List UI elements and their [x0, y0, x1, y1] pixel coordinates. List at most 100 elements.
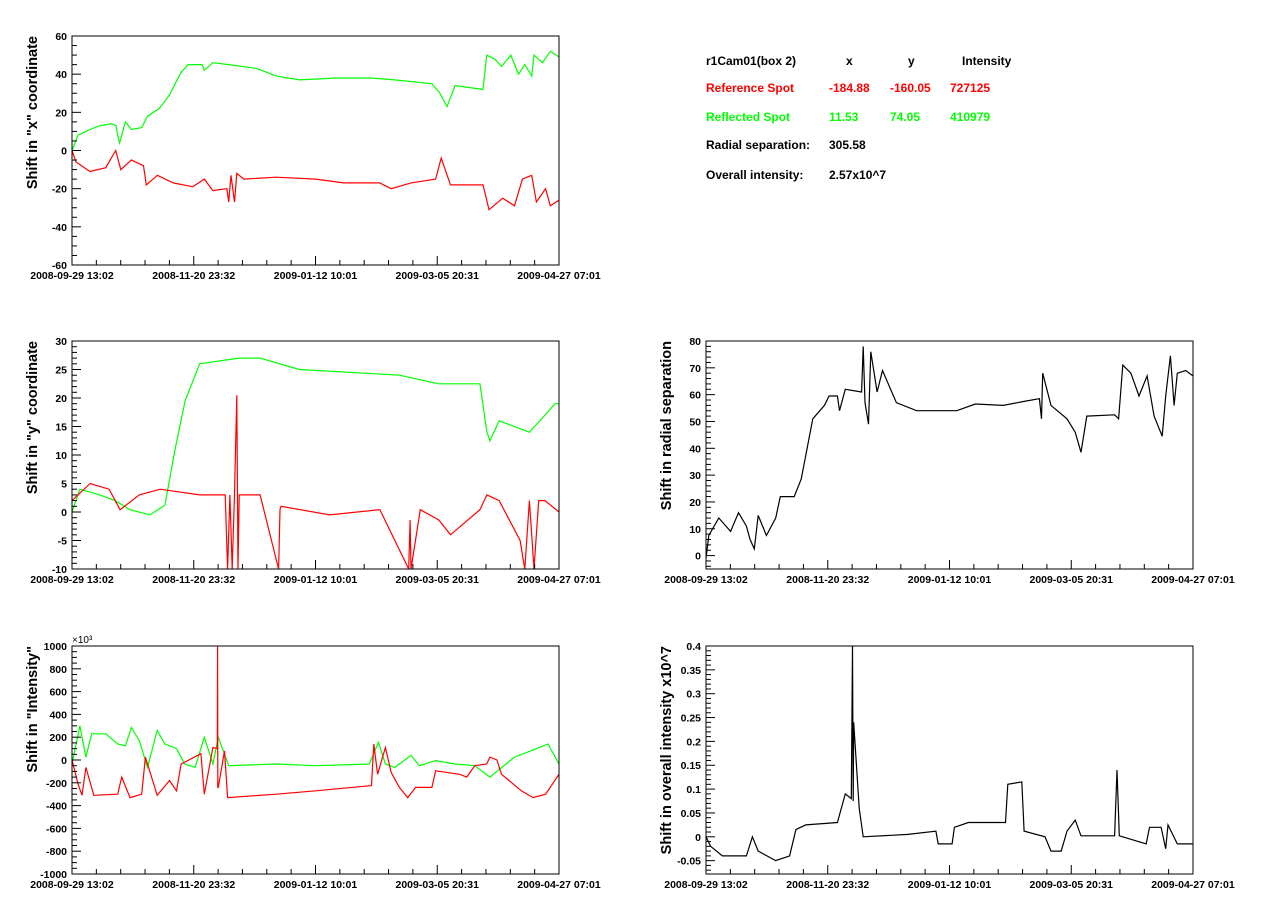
y-axis-title: Shift in overall intensity x10^7: [659, 646, 675, 854]
y-tick-label: 80: [689, 336, 701, 348]
y-tick-label: 30: [55, 336, 67, 348]
y-tick-label: -60: [52, 260, 67, 272]
x-tick-label: 2009-01-12 10:01: [908, 879, 992, 891]
y-tick-label: 10: [689, 524, 701, 536]
y-tick-label: 25: [55, 365, 67, 377]
x-tick-label: 2009-01-12 10:01: [274, 879, 358, 891]
y-tick-label: 200: [49, 732, 67, 744]
y-tick-label: -40: [52, 222, 67, 234]
y-tick-label: -600: [46, 823, 67, 835]
x-tick-label: 2008-11-20 23:32: [786, 574, 869, 586]
y-tick-label: 30: [689, 470, 701, 482]
series-line-overall-intensity: [705, 645, 1193, 862]
y-tick-label: 20: [689, 497, 701, 509]
y-tick-label: -10: [52, 564, 67, 576]
x-tick-label: 2009-04-27 07:01: [1151, 879, 1235, 891]
y-axis-title: Shift in "y" coordinate: [25, 341, 41, 494]
y-tick-label: 0.25: [681, 713, 702, 725]
x-tick-label: 2009-04-27 07:01: [517, 574, 601, 586]
info-header-x: x: [846, 54, 853, 68]
series-line-reflected-spot: [71, 50, 560, 151]
y-tick-label: 1000: [44, 641, 68, 653]
x-tick-label: 2008-09-29 13:02: [30, 574, 114, 586]
x-tick-label: 2009-03-05 20:31: [1030, 879, 1114, 891]
x-tick-label: 2008-11-20 23:32: [786, 879, 869, 891]
x-tick-label: 2008-09-29 13:02: [30, 879, 114, 891]
radial-separation-value: 305.58: [829, 138, 866, 152]
x-tick-label: 2009-03-05 20:31: [396, 879, 480, 891]
y-tick-label: 0.4: [686, 641, 701, 653]
plot-frame: [71, 340, 560, 570]
y-tick-label: -1000: [40, 869, 67, 881]
series-line-radial-separation: [705, 346, 1194, 559]
y-tick-label: -0.05: [677, 856, 701, 868]
reference-spot-label: Reference Spot: [706, 81, 795, 95]
y-tick-label: -5: [58, 536, 67, 548]
y-tick-label: 70: [689, 363, 701, 375]
y-tick-label: 10: [55, 450, 67, 462]
reflected-spot-label: Reflected Spot: [706, 110, 791, 124]
x-tick-label: 2008-09-29 13:02: [30, 270, 114, 282]
y-axis-title: Shift in "Intensity": [25, 646, 41, 773]
y-tick-label: 40: [55, 69, 67, 81]
y-tick-label: 60: [689, 390, 701, 402]
y-exponent-label: ×10³: [72, 635, 93, 646]
y-tick-label: 60: [55, 31, 67, 43]
overall-intensity-value: 2.57x10^7: [829, 168, 887, 182]
y-tick-label: 0: [61, 755, 67, 767]
y-tick-label: 0.05: [681, 808, 702, 820]
x-tick-label: 2009-01-12 10:01: [274, 270, 358, 282]
x-tick-label: 2008-11-20 23:32: [152, 879, 235, 891]
reflected-spot-x: 11.53: [829, 110, 859, 124]
y-axis-title: Shift in radial separation: [659, 341, 675, 510]
y-tick-label: -400: [46, 801, 67, 813]
x-tick-label: 2009-03-05 20:31: [396, 270, 480, 282]
y-tick-label: 800: [49, 664, 67, 676]
x-tick-label: 2008-11-20 23:32: [152, 270, 235, 282]
y-tick-label: 40: [689, 443, 701, 455]
info-header-y: y: [908, 54, 915, 68]
reference-spot-intensity: 727125: [950, 81, 991, 95]
y-tick-label: 0: [61, 146, 67, 158]
chart-y-shift: 2008-09-29 13:02 2008-11-20 23:32 2009-01-…: [25, 336, 601, 586]
plot-frame: [705, 340, 1194, 570]
y-tick-label: -800: [46, 846, 67, 858]
chart-radial-shift: 2008-09-29 13:02 2008-11-20 23:32 2009-01-…: [659, 336, 1235, 586]
x-tick-label: 2009-01-12 10:01: [274, 574, 358, 586]
y-tick-label: 20: [55, 107, 67, 119]
x-tick-label: 2009-01-12 10:01: [908, 574, 992, 586]
series-line-reflected-spot: [71, 357, 559, 516]
x-tick-label: 2009-04-27 07:01: [1151, 574, 1235, 586]
y-tick-label: 0: [695, 551, 701, 563]
series-line-reflected-spot: [71, 725, 560, 778]
chart-overall-intensity-shift: 2008-09-29 13:02 2008-11-20 23:32 2009-01-…: [659, 641, 1235, 891]
y-axis-title: Shift in "x" coordinate: [25, 36, 41, 189]
x-tick-label: 2009-03-05 20:31: [396, 574, 480, 586]
series-line-reference-spot: [71, 645, 560, 799]
reference-spot-x: -184.88: [829, 81, 870, 95]
series-line-reference-spot: [71, 148, 560, 211]
y-tick-label: 5: [61, 479, 67, 491]
y-tick-label: 400: [49, 709, 67, 721]
reference-spot-y: -160.05: [890, 81, 931, 95]
plot-frame: [705, 645, 1194, 875]
y-tick-label: 600: [49, 687, 67, 699]
y-tick-label: 0.1: [686, 784, 701, 796]
y-tick-label: 0.35: [681, 665, 702, 677]
radial-separation-label: Radial separation:: [706, 138, 811, 152]
y-tick-label: 0.3: [686, 689, 701, 701]
info-header-intensity: Intensity: [962, 54, 1012, 68]
reflected-spot-y: 74.05: [890, 110, 921, 124]
x-tick-label: 2008-09-29 13:02: [664, 879, 748, 891]
y-tick-label: 0.15: [681, 760, 702, 772]
x-tick-label: 2009-03-05 20:31: [1030, 574, 1114, 586]
y-tick-label: -20: [52, 184, 67, 196]
chart-x-shift: 2008-09-29 13:02 2008-11-20 23:32 2009-01-…: [25, 31, 601, 282]
x-tick-label: 2008-09-29 13:02: [664, 574, 748, 586]
y-tick-label: 0.2: [686, 736, 701, 748]
chart-intensity-shift: 2008-09-29 13:02 2008-11-20 23:32 2009-01-…: [25, 635, 601, 891]
y-tick-label: 50: [689, 416, 701, 428]
plot-frame: [71, 35, 560, 266]
overall-intensity-label: Overall intensity:: [706, 168, 804, 182]
